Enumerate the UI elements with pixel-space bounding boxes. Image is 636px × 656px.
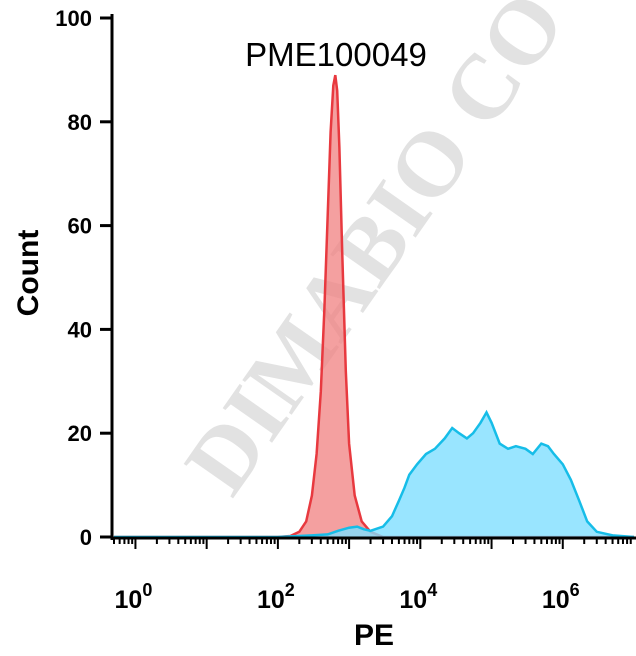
series-2-line — [114, 409, 635, 539]
y-tick-label: 60 — [68, 214, 92, 239]
series-1-line — [114, 74, 634, 539]
x-tick-label: 106 — [542, 580, 580, 614]
x-ticks: 100 102 104 106 — [113, 538, 632, 614]
x-tick-label: 104 — [399, 580, 437, 614]
y-ticks: 0 20 40 60 80 100 — [55, 6, 112, 550]
x-tick-label: 102 — [257, 580, 295, 614]
y-tick-label: 40 — [68, 317, 92, 342]
watermark: DIMABIO CO — [165, 0, 584, 511]
y-tick-label: 20 — [68, 421, 92, 446]
y-tick-label: 0 — [80, 525, 92, 550]
y-tick-label: 80 — [68, 110, 92, 135]
x-tick-label: 100 — [115, 580, 153, 614]
x-axis-title: PE — [354, 619, 394, 652]
y-axis-title: Count — [12, 230, 45, 317]
y-tick-label: 100 — [55, 6, 92, 31]
chart-title: PME100049 — [245, 36, 427, 73]
series-layer — [114, 74, 635, 539]
series-2-area — [114, 412, 634, 537]
